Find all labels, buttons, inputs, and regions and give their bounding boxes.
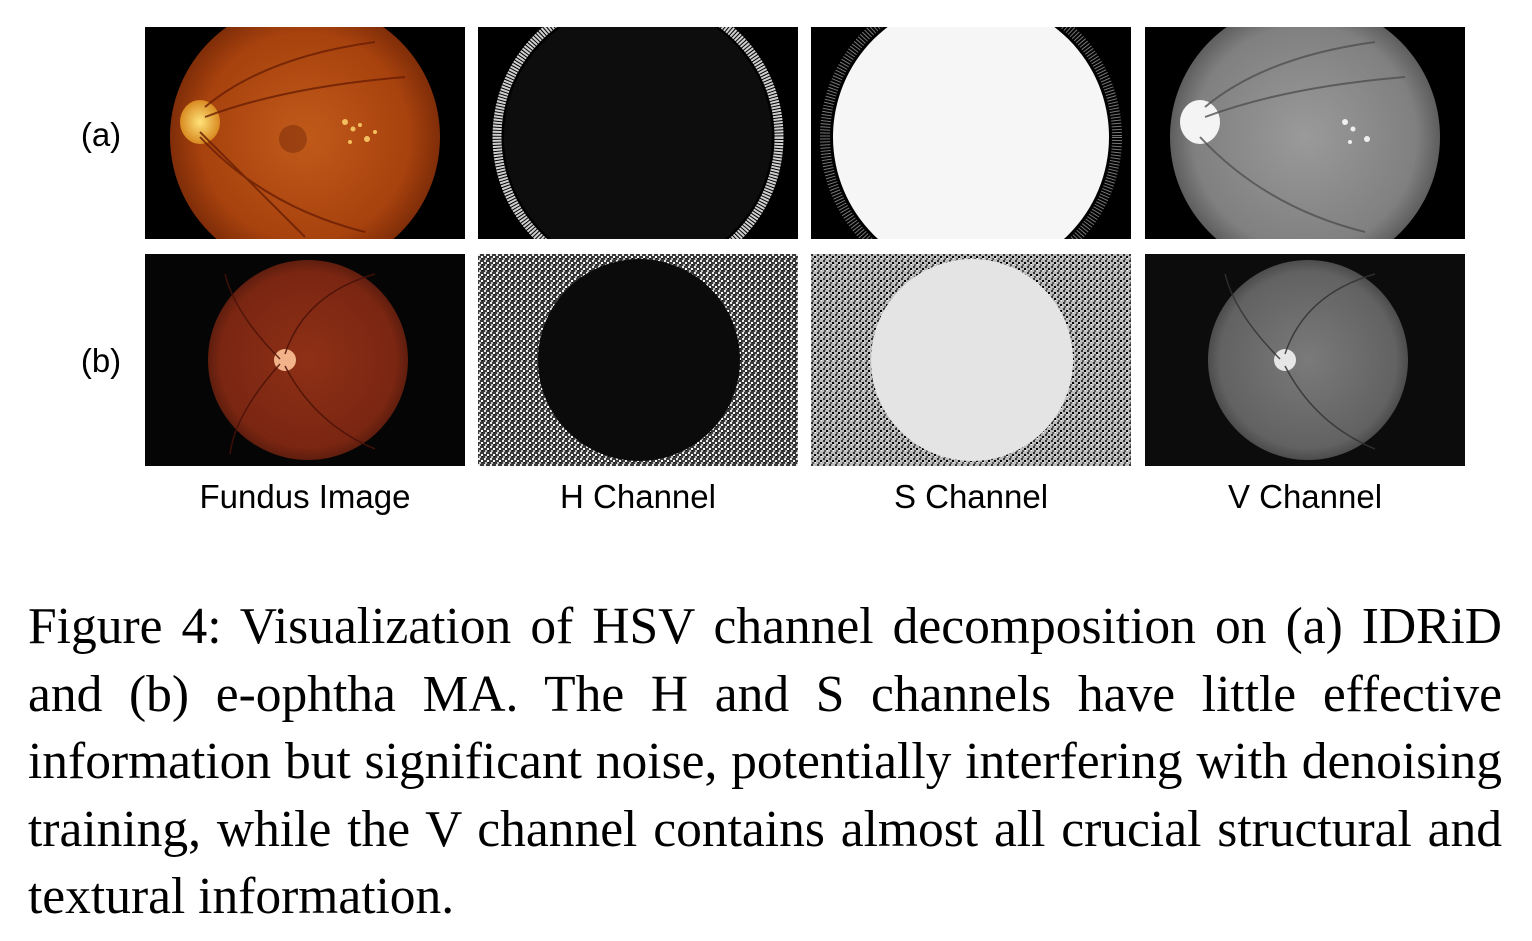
panel-b-s-channel	[811, 254, 1131, 466]
panel-a-s-channel	[811, 27, 1131, 239]
panel-a-v-channel	[1145, 27, 1465, 239]
panel-b-h-channel	[478, 254, 798, 466]
row-label-b: (b)	[80, 342, 122, 379]
row-label-a: (a)	[80, 116, 122, 153]
column-label-v-channel: V Channel	[1227, 478, 1383, 515]
panel-b-fundus-image	[145, 254, 465, 466]
figure: (a) (b)	[80, 27, 1465, 515]
panel-a-fundus-image	[145, 27, 465, 239]
figure-caption: Figure 4: Visualization of HSV channel d…	[28, 598, 1502, 925]
panel-a-h-channel	[478, 27, 798, 239]
panel-b-v-channel	[1145, 254, 1465, 466]
column-label-s-channel: S Channel	[893, 478, 1049, 515]
column-label-h-channel: H Channel	[560, 478, 716, 515]
column-label-fundus-image: Fundus Image	[199, 478, 411, 515]
